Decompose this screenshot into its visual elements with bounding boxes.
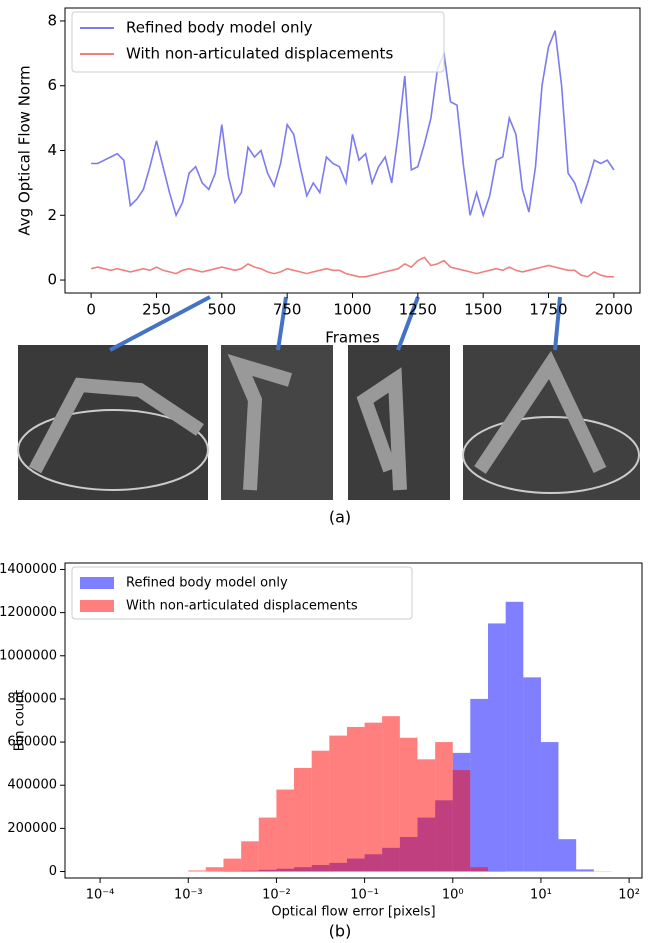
floor-circle	[17, 409, 209, 491]
hist-bar	[329, 735, 347, 872]
y-tick-label: 0	[47, 271, 57, 289]
figure-silhouette	[474, 350, 607, 474]
legend-swatch	[80, 577, 114, 589]
x-tick-label: 10⁰	[442, 888, 464, 903]
legend-box	[71, 566, 413, 620]
x-tick-label: 1750	[529, 301, 567, 319]
y-tick-label: 1000000	[0, 648, 57, 663]
hist-bar	[435, 742, 453, 872]
y-axis-label: Bin count	[13, 690, 28, 752]
arrows	[109, 295, 562, 352]
arrow	[396, 296, 420, 351]
hist-bar	[399, 737, 418, 872]
x-tick-label: 1000	[333, 301, 371, 319]
y-tick-label: 200000	[7, 821, 57, 836]
line	[90, 256, 614, 278]
x-tick-label: 1500	[464, 301, 502, 319]
hist-bar	[540, 742, 559, 872]
y-tick-label: 800000	[7, 691, 57, 706]
legend-label: Refined body model only	[126, 19, 313, 37]
x-tick-label: 0	[86, 301, 96, 319]
figure-silhouette	[227, 353, 293, 491]
x-tick-label: 500	[207, 301, 236, 319]
x-tick-label: 1250	[399, 301, 437, 319]
caption: (b)	[329, 922, 352, 941]
hist-bar	[258, 817, 277, 872]
legend-box	[71, 11, 445, 73]
figure-silhouette	[356, 367, 407, 491]
line	[91, 30, 615, 218]
legend-swatch	[80, 600, 114, 612]
hist-bar	[205, 867, 224, 872]
hist-bar	[470, 867, 489, 872]
caption: (a)	[329, 508, 351, 527]
y-tick-label: 400000	[7, 778, 57, 793]
photos	[17, 345, 640, 500]
hist-bar	[558, 839, 577, 872]
y-tick-label: 4	[47, 141, 57, 159]
hist-bar	[223, 858, 242, 872]
hist-bar	[346, 726, 365, 872]
y-tick-label: 6	[47, 76, 57, 94]
hist-bar	[382, 716, 400, 872]
hist-bar	[488, 623, 506, 872]
x-tick-label: 10²	[618, 888, 640, 903]
x-tick-label: 10⁻¹	[350, 888, 379, 903]
arrow	[276, 296, 288, 351]
x-tick-label: 10⁻⁴	[86, 888, 115, 903]
x-axis-label: Frames	[325, 329, 380, 347]
hist-bar	[470, 698, 489, 872]
legend-label: With non-articulated displacements	[126, 45, 393, 63]
arrow	[553, 296, 562, 351]
chart: 0 200000 400000 600000 800000 1000000 1200000 1…	[0, 562, 643, 941]
y-tick-label: 8	[47, 11, 57, 29]
chart: 0 2 4 6 8 0 250 500 750 1000 1250 1500 1750 2000 Frame…	[16, 7, 641, 527]
y-tick-label: 2	[47, 206, 57, 224]
y-tick-label: 600000	[7, 735, 57, 750]
legend-label: With non-articulated displacements	[126, 599, 358, 614]
x-tick-label: 750	[273, 301, 302, 319]
hist-bar	[417, 759, 436, 872]
x-tick-label: 10⁻²	[262, 888, 291, 903]
x-axis-label: Optical flow error [pixels]	[271, 905, 435, 920]
plot-frame	[64, 7, 641, 294]
hist-bar	[241, 841, 259, 872]
hist-bar	[576, 869, 594, 872]
y-axis-label: Avg Optical Flow Norm	[16, 65, 34, 235]
arrow	[109, 295, 211, 352]
y-tick-label: 0	[49, 864, 57, 879]
x-tick-label: 250	[142, 301, 171, 319]
x-tick-label: 10⁻³	[174, 888, 203, 903]
x-tick-label: 10¹	[530, 888, 552, 903]
figure-silhouette	[28, 377, 204, 474]
hist-bar	[505, 601, 524, 872]
hist-bar	[293, 767, 312, 872]
plot-frame	[64, 562, 643, 879]
hist-bar	[364, 722, 383, 872]
hist-bar	[276, 789, 294, 872]
y-tick-label: 1400000	[0, 562, 57, 577]
hist-bar	[523, 677, 541, 872]
y-tick-label: 1200000	[0, 605, 57, 620]
floor-circle	[462, 416, 640, 494]
hist-bar	[188, 870, 206, 872]
hist-bar	[452, 770, 471, 872]
hist-bar	[311, 750, 330, 872]
legend-label: Refined body model only	[126, 576, 288, 591]
x-tick-label: 2000	[595, 301, 633, 319]
